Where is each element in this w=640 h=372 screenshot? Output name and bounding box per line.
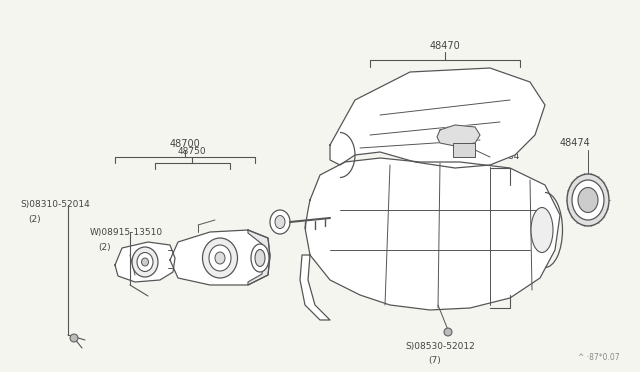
Polygon shape	[300, 255, 330, 320]
Polygon shape	[248, 230, 270, 285]
Ellipse shape	[141, 258, 148, 266]
Polygon shape	[170, 230, 270, 285]
Ellipse shape	[137, 253, 153, 272]
Text: 48700: 48700	[170, 139, 200, 149]
Text: 48470: 48470	[429, 41, 460, 51]
Text: S)08530-52012: S)08530-52012	[405, 342, 475, 351]
Ellipse shape	[255, 250, 265, 266]
Text: ^ ·87*0.07: ^ ·87*0.07	[579, 353, 620, 362]
Ellipse shape	[251, 244, 269, 272]
Ellipse shape	[531, 208, 553, 253]
FancyBboxPatch shape	[453, 143, 475, 157]
Ellipse shape	[209, 245, 231, 271]
Ellipse shape	[275, 215, 285, 228]
Ellipse shape	[270, 210, 290, 234]
Text: 48750: 48750	[178, 147, 206, 156]
Text: (2): (2)	[28, 215, 40, 224]
Text: 48474: 48474	[559, 138, 590, 148]
Text: (7): (7)	[428, 356, 441, 365]
Ellipse shape	[578, 187, 598, 212]
Polygon shape	[437, 125, 480, 146]
Ellipse shape	[572, 180, 604, 220]
Polygon shape	[330, 68, 545, 168]
Text: W)08915-13510: W)08915-13510	[90, 228, 163, 237]
Ellipse shape	[202, 238, 237, 278]
Circle shape	[70, 334, 78, 342]
Polygon shape	[305, 158, 560, 310]
Text: (2): (2)	[98, 243, 111, 252]
Polygon shape	[115, 242, 175, 282]
Ellipse shape	[567, 174, 609, 226]
Text: 48484: 48484	[492, 152, 520, 161]
Text: S)08310-52014: S)08310-52014	[20, 200, 90, 209]
Ellipse shape	[132, 247, 158, 277]
Circle shape	[444, 328, 452, 336]
Ellipse shape	[215, 252, 225, 264]
